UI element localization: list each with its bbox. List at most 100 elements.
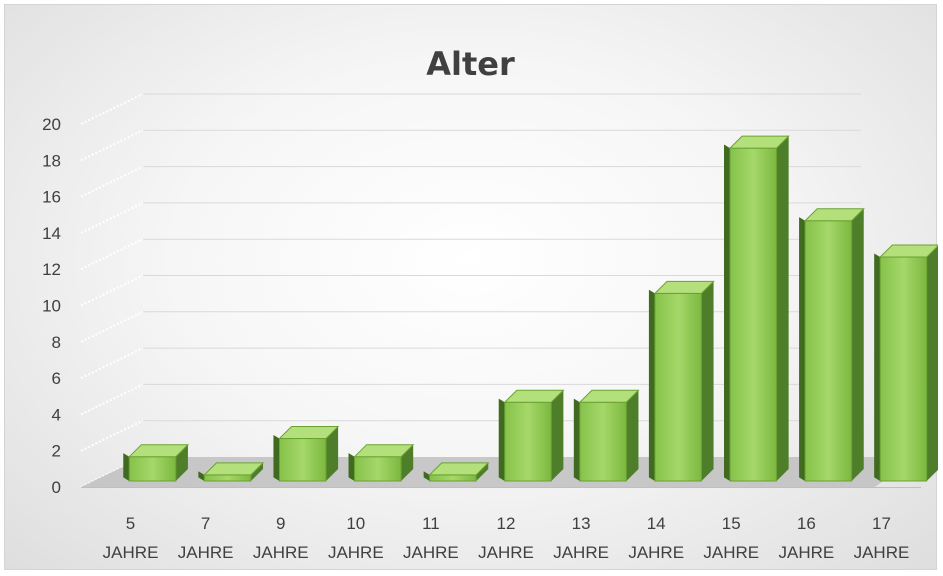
bar [874, 244, 938, 482]
bar-side [776, 136, 789, 481]
x-tick-label-unit: JAHRE [478, 543, 534, 562]
bar-side [250, 462, 264, 481]
y-tick-label: 12 [42, 260, 61, 279]
bar-side [926, 245, 938, 481]
y-tick-label: 0 [52, 478, 61, 497]
bar-front [203, 474, 252, 482]
bar-left [874, 253, 881, 481]
x-tick-label-unit: JAHRE [253, 543, 309, 562]
x-tick-label-number: 12 [497, 514, 516, 533]
bar [123, 444, 190, 482]
x-tick-label-number: 10 [346, 514, 365, 533]
bar-left [123, 453, 130, 481]
gridline-side [80, 201, 144, 234]
bar-top [653, 280, 715, 294]
bar-side [551, 390, 564, 481]
bar [648, 280, 715, 482]
bar-left [723, 144, 730, 482]
bar-top [878, 244, 938, 258]
y-tick-label: 8 [52, 333, 61, 352]
gridline-side [80, 238, 144, 271]
y-tick-label: 14 [42, 224, 61, 243]
x-tick-label-number: 14 [647, 514, 666, 533]
x-axis: 5 JAHRE 7 JAHRE 9 JAHRE 10 JAHRE 11 JAHRE 12 JAHRE 1… [103, 514, 910, 562]
y-axis: 0 2 4 6 8 10 12 14 16 18 20 [42, 115, 61, 497]
gridline-side [80, 274, 144, 307]
bar-front [579, 401, 627, 482]
bar-top [203, 462, 265, 476]
gridline-side [80, 165, 144, 198]
bar [498, 389, 565, 482]
bar-top [503, 389, 565, 403]
bar-front [504, 401, 552, 482]
bar-left [799, 217, 806, 481]
bar-front [804, 220, 853, 482]
bar-side [626, 390, 639, 481]
bar-left [648, 289, 655, 481]
x-tick-label-unit: JAHRE [854, 543, 910, 562]
bar [198, 462, 265, 482]
bar-top [728, 135, 790, 149]
bar-front [654, 292, 702, 482]
y-tick-label: 18 [42, 151, 61, 170]
x-tick-label-number: 16 [797, 514, 816, 533]
chart-area: Alter 0 2 4 6 8 10 12 14 16 18 20 5 JAHRE 7 JAHRE 9 JAH… [4, 4, 938, 570]
bar [273, 426, 340, 482]
gridline-side [80, 129, 144, 162]
gridline-side [80, 347, 144, 380]
x-tick-label-number: 11 [422, 514, 440, 533]
gridline-side [80, 383, 144, 416]
x-tick-label-number: 9 [276, 514, 285, 533]
bar [348, 444, 415, 482]
bar-side [701, 281, 714, 481]
bar-side [326, 426, 339, 481]
bar [723, 135, 790, 482]
x-tick-label-number: 5 [126, 514, 135, 533]
bar-left [498, 398, 505, 481]
x-tick-label-unit: JAHRE [103, 543, 159, 562]
y-tick-label: 10 [42, 297, 61, 316]
y-tick-label: 16 [42, 188, 61, 207]
bar-front [879, 256, 928, 482]
y-tick-label: 2 [52, 442, 61, 461]
x-tick-label-number: 13 [572, 514, 591, 533]
gridline-side [80, 419, 144, 452]
bar-left [348, 453, 355, 481]
bar-front [278, 438, 327, 482]
x-tick-label-number: 7 [201, 514, 210, 533]
bar [799, 208, 865, 482]
bar [423, 462, 490, 482]
bar-top [278, 426, 340, 440]
x-tick-label-unit: JAHRE [328, 543, 384, 562]
y-tick-label: 20 [42, 115, 61, 134]
bar-top [428, 462, 490, 476]
bar-top [353, 444, 415, 458]
x-tick-label-number: 15 [722, 514, 741, 533]
bar-front [429, 474, 477, 482]
y-tick-label: 4 [52, 405, 61, 424]
bar-left [423, 471, 430, 481]
bar-left [573, 398, 580, 481]
bar-front [729, 147, 778, 482]
x-tick-label-unit: JAHRE [403, 543, 459, 562]
x-tick-label-unit: JAHRE [553, 543, 609, 562]
x-tick-label-unit: JAHRE [703, 543, 759, 562]
y-tick-label: 6 [52, 369, 61, 388]
x-tick-label-unit: JAHRE [178, 543, 234, 562]
bar-top [128, 444, 190, 458]
gridline-side [80, 93, 144, 125]
bar-top [803, 208, 865, 222]
bar-side [476, 462, 489, 481]
gridline-side [80, 310, 144, 343]
bar-left [273, 434, 280, 481]
x-tick-label-unit: JAHRE [628, 543, 684, 562]
x-tick-label-unit: JAHRE [778, 543, 834, 562]
bar-front [354, 456, 402, 482]
bar [573, 389, 640, 482]
bar-top [578, 389, 640, 403]
bar-front [128, 456, 177, 482]
x-tick-label-number: 17 [872, 514, 891, 533]
bars [123, 135, 938, 482]
plot-area: 0 2 4 6 8 10 12 14 16 18 20 5 JAHRE 7 JAHRE 9 JAHRE 10 JA… [42, 93, 938, 562]
bar-side [851, 208, 864, 481]
